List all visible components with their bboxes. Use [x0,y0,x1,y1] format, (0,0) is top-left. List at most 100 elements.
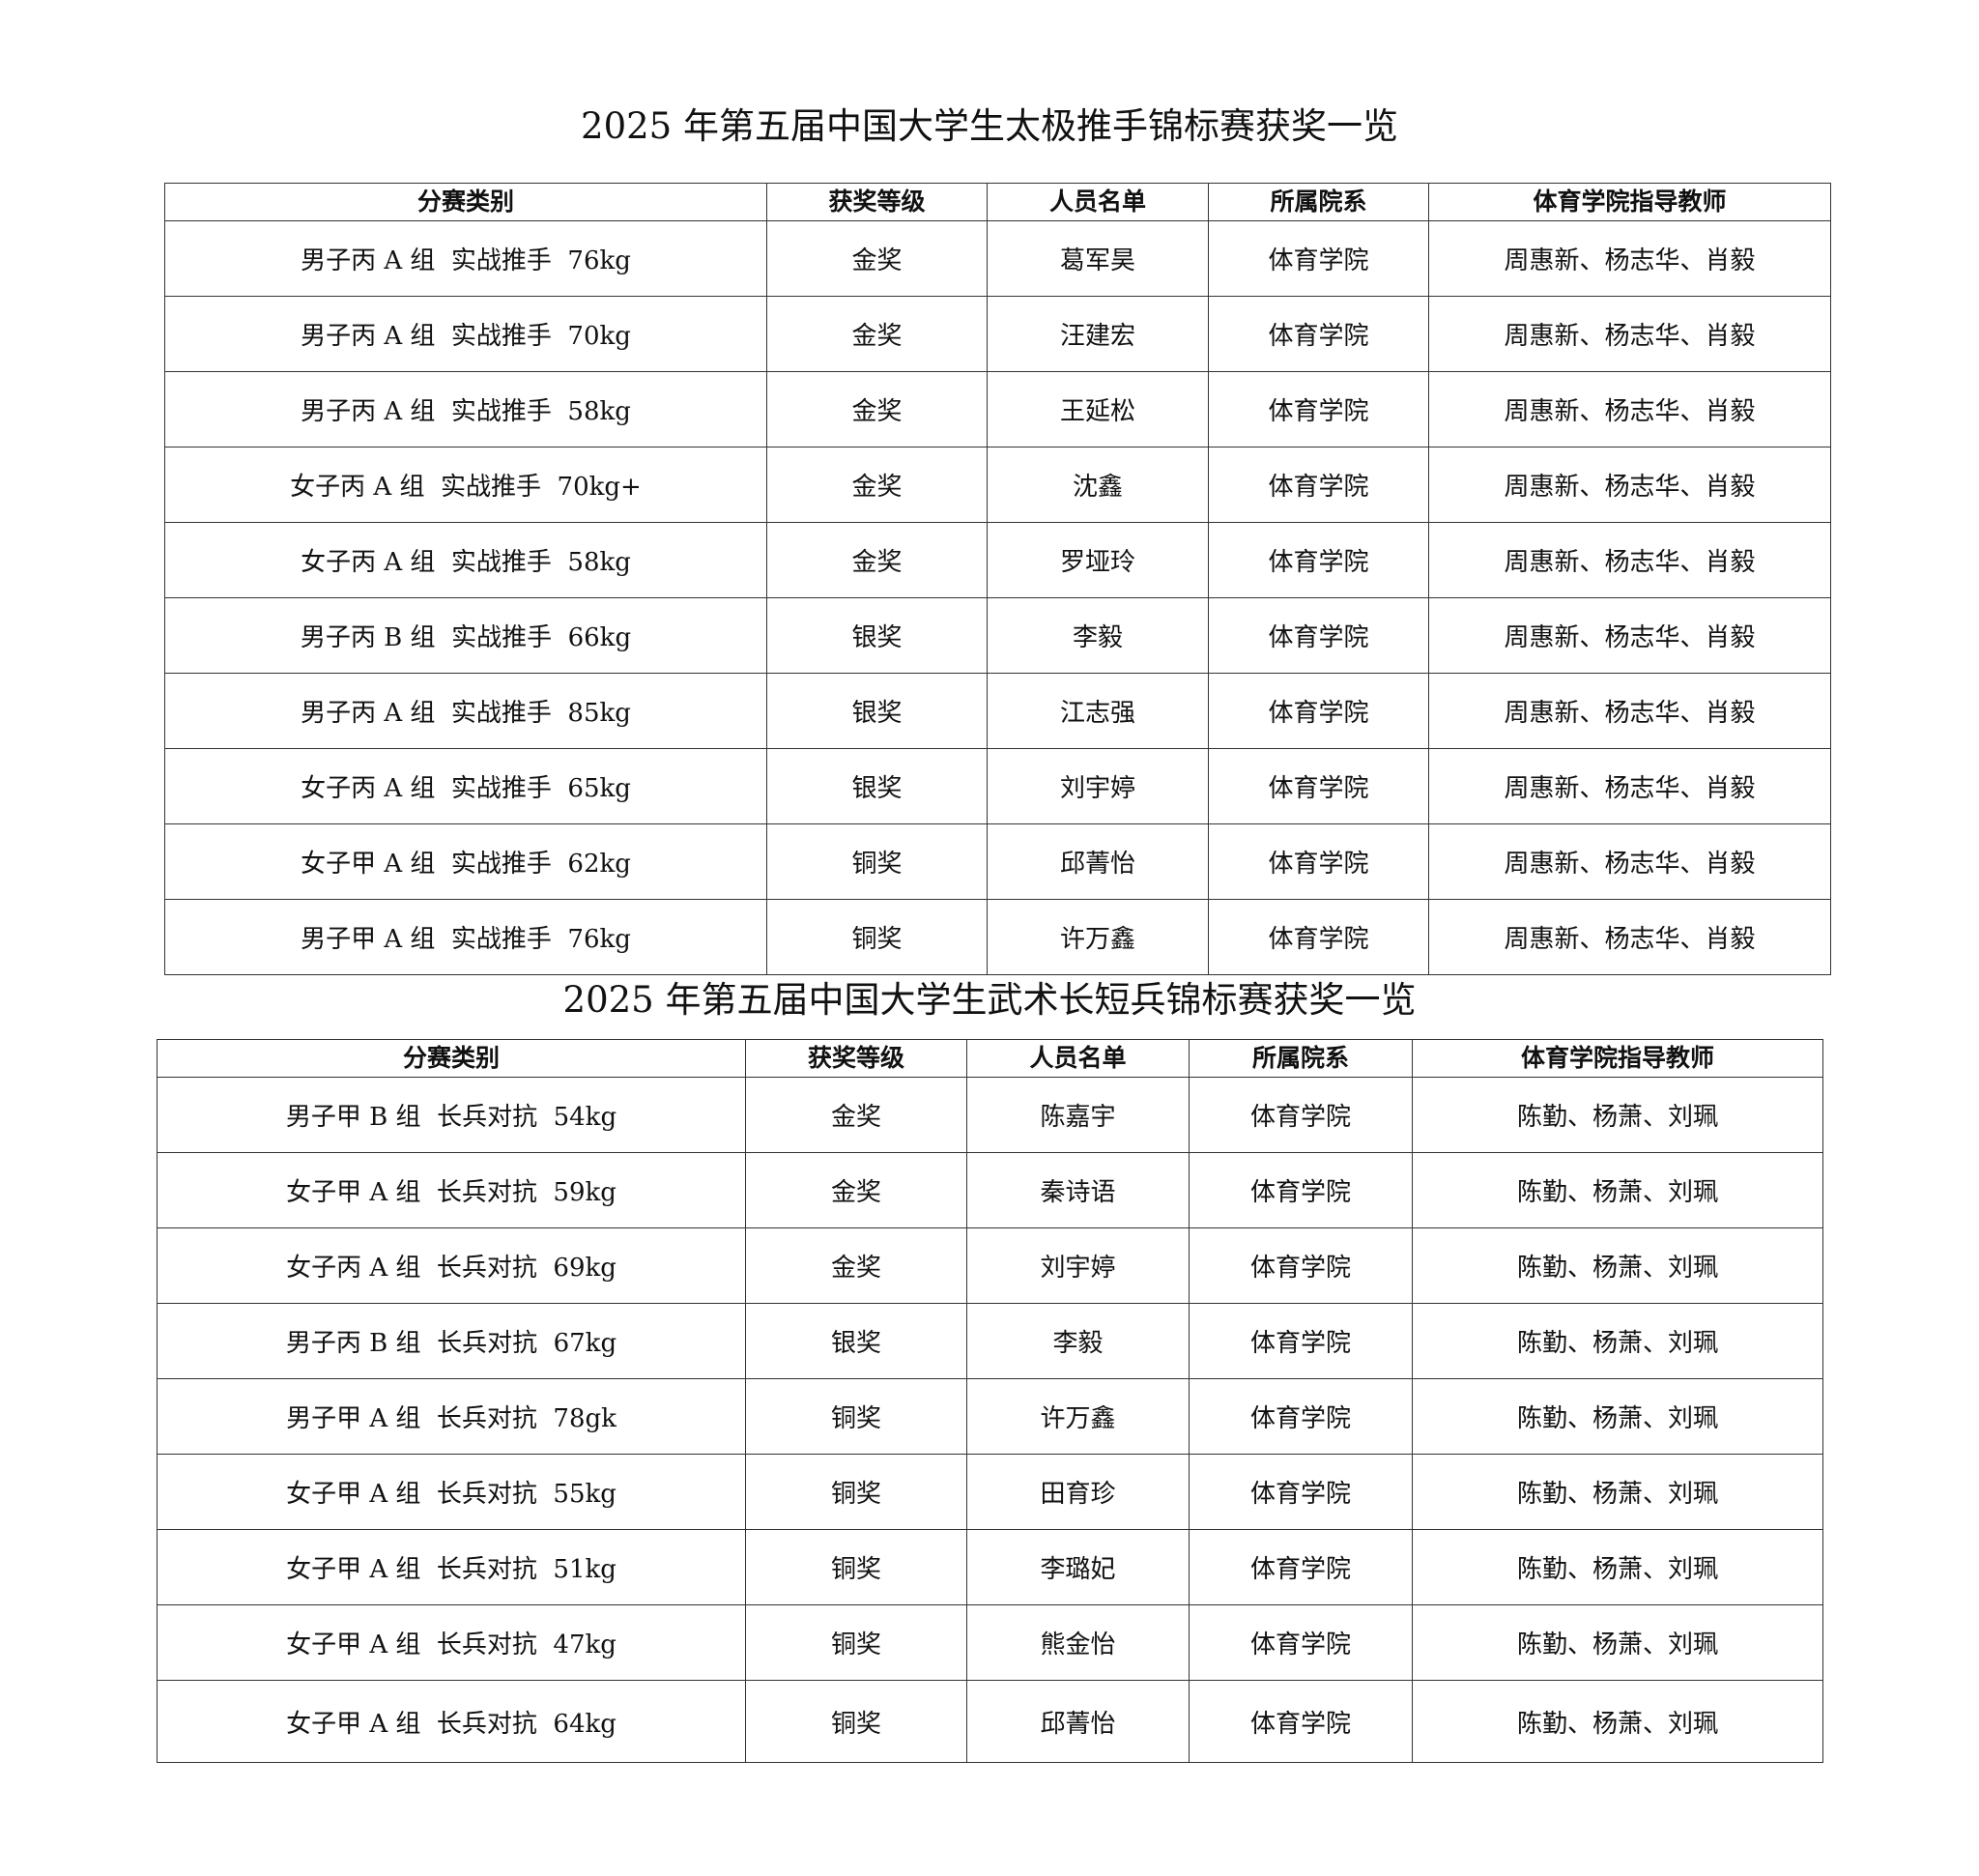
cell-instructors: 周惠新、杨志华、肖毅 [1428,447,1831,523]
cell-category: 男子甲 B 组 长兵对抗 54kg [157,1077,746,1153]
cell-name: 许万鑫 [966,1378,1190,1455]
header-award-level: 获奖等级 [766,183,988,221]
cell-department: 体育学院 [1189,1680,1413,1763]
cell-category: 男子丙 B 组 长兵对抗 67kg [157,1303,746,1379]
table-row: 女子丙 A 组 实战推手 65kg 银奖 刘宇婷 体育学院 周惠新、杨志华、肖毅 [164,748,1831,824]
cell-department: 体育学院 [1189,1604,1413,1681]
cell-name: 刘宇婷 [966,1227,1190,1304]
cell-instructors: 陈勤、杨萧、刘珮 [1412,1077,1823,1153]
cell-category: 男子丙 A 组 实战推手 76kg [164,220,767,297]
cell-department: 体育学院 [1208,220,1429,297]
table-row: 男子丙 A 组 实战推手 76kg 金奖 葛军昊 体育学院 周惠新、杨志华、肖毅 [164,220,1831,297]
header-instructors: 体育学院指导教师 [1428,183,1831,221]
cell-instructors: 陈勤、杨萧、刘珮 [1412,1604,1823,1681]
cell-category: 女子甲 A 组 长兵对抗 47kg [157,1604,746,1681]
cell-department: 体育学院 [1208,597,1429,674]
header-instructors: 体育学院指导教师 [1412,1039,1823,1078]
header-department: 所属院系 [1189,1039,1413,1078]
cell-instructors: 陈勤、杨萧、刘珮 [1412,1227,1823,1304]
cell-award-level: 金奖 [766,447,988,523]
cell-category: 女子甲 A 组 长兵对抗 51kg [157,1529,746,1605]
cell-award-level: 银奖 [766,673,988,749]
cell-name: 秦诗语 [966,1152,1190,1228]
cell-instructors: 周惠新、杨志华、肖毅 [1428,823,1831,900]
cell-award-level: 铜奖 [745,1454,967,1530]
cell-award-level: 金奖 [745,1152,967,1228]
cell-department: 体育学院 [1189,1378,1413,1455]
cell-name: 陈嘉宇 [966,1077,1190,1153]
cell-instructors: 周惠新、杨志华、肖毅 [1428,371,1831,447]
table-row: 女子丙 A 组 实战推手 58kg 金奖 罗垭玲 体育学院 周惠新、杨志华、肖毅 [164,522,1831,598]
cell-department: 体育学院 [1208,673,1429,749]
header-category: 分赛类别 [157,1039,746,1078]
table-1-title: 2025 年第五届中国大学生太极推手锦标赛获奖一览 [581,105,1398,147]
header-category: 分赛类别 [164,183,767,221]
cell-department: 体育学院 [1189,1454,1413,1530]
cell-award-level: 银奖 [766,597,988,674]
table-row: 女子甲 A 组 长兵对抗 51kg 铜奖 李璐妃 体育学院 陈勤、杨萧、刘珮 [157,1529,1823,1605]
cell-instructors: 周惠新、杨志华、肖毅 [1428,597,1831,674]
cell-department: 体育学院 [1208,447,1429,523]
cell-name: 李毅 [987,597,1209,674]
cell-award-level: 铜奖 [745,1604,967,1681]
cell-award-level: 银奖 [745,1303,967,1379]
header-award-level: 获奖等级 [745,1039,967,1078]
cell-name: 许万鑫 [987,899,1209,975]
cell-award-level: 铜奖 [766,899,988,975]
table-row: 女子甲 A 组 长兵对抗 59kg 金奖 秦诗语 体育学院 陈勤、杨萧、刘珮 [157,1152,1823,1228]
cell-category: 女子丙 A 组 长兵对抗 69kg [157,1227,746,1304]
cell-name: 田育珍 [966,1454,1190,1530]
cell-department: 体育学院 [1189,1227,1413,1304]
cell-department: 体育学院 [1189,1152,1413,1228]
cell-name: 熊金怡 [966,1604,1190,1681]
cell-instructors: 周惠新、杨志华、肖毅 [1428,899,1831,975]
cell-name: 李璐妃 [966,1529,1190,1605]
table-row: 男子丙 A 组 实战推手 70kg 金奖 汪建宏 体育学院 周惠新、杨志华、肖毅 [164,296,1831,372]
cell-award-level: 金奖 [745,1227,967,1304]
cell-category: 男子甲 A 组 长兵对抗 78gk [157,1378,746,1455]
cell-category: 男子丙 A 组 实战推手 70kg [164,296,767,372]
cell-department: 体育学院 [1208,296,1429,372]
cell-name: 沈鑫 [987,447,1209,523]
cell-award-level: 铜奖 [745,1378,967,1455]
cell-instructors: 陈勤、杨萧、刘珮 [1412,1454,1823,1530]
cell-department: 体育学院 [1208,823,1429,900]
table-row: 女子丙 A 组 实战推手 70kg+ 金奖 沈鑫 体育学院 周惠新、杨志华、肖毅 [164,447,1831,523]
cell-category: 女子甲 A 组 长兵对抗 59kg [157,1152,746,1228]
cell-name: 江志强 [987,673,1209,749]
cell-category: 男子丙 A 组 实战推手 58kg [164,371,767,447]
cell-category: 女子甲 A 组 实战推手 62kg [164,823,767,900]
cell-department: 体育学院 [1208,522,1429,598]
table-row: 男子丙 B 组 长兵对抗 67kg 银奖 李毅 体育学院 陈勤、杨萧、刘珮 [157,1303,1823,1379]
cell-name: 汪建宏 [987,296,1209,372]
cell-department: 体育学院 [1189,1303,1413,1379]
header-row: 分赛类别 获奖等级 人员名单 所属院系 体育学院指导教师 [157,1039,1823,1078]
cell-instructors: 周惠新、杨志华、肖毅 [1428,522,1831,598]
cell-category: 男子甲 A 组 实战推手 76kg [164,899,767,975]
cell-instructors: 陈勤、杨萧、刘珮 [1412,1303,1823,1379]
cell-department: 体育学院 [1208,371,1429,447]
cell-name: 刘宇婷 [987,748,1209,824]
table-row: 男子甲 A 组 长兵对抗 78gk 铜奖 许万鑫 体育学院 陈勤、杨萧、刘珮 [157,1378,1823,1455]
cell-instructors: 陈勤、杨萧、刘珮 [1412,1152,1823,1228]
header-row: 分赛类别 获奖等级 人员名单 所属院系 体育学院指导教师 [164,183,1831,221]
cell-instructors: 陈勤、杨萧、刘珮 [1412,1529,1823,1605]
cell-department: 体育学院 [1208,899,1429,975]
table-row: 男子丙 B 组 实战推手 66kg 银奖 李毅 体育学院 周惠新、杨志华、肖毅 [164,597,1831,674]
cell-name: 李毅 [966,1303,1190,1379]
cell-award-level: 铜奖 [745,1529,967,1605]
header-name: 人员名单 [987,183,1209,221]
cell-instructors: 陈勤、杨萧、刘珮 [1412,1378,1823,1455]
table-row: 女子甲 A 组 长兵对抗 64kg 铜奖 邱菁怡 体育学院 陈勤、杨萧、刘珮 [157,1680,1823,1763]
table-row: 女子甲 A 组 长兵对抗 55kg 铜奖 田育珍 体育学院 陈勤、杨萧、刘珮 [157,1454,1823,1530]
taiji-awards-table: 分赛类别 获奖等级 人员名单 所属院系 体育学院指导教师 男子丙 A 组 实战推手 76… [164,183,1831,975]
header-name: 人员名单 [966,1039,1190,1078]
cell-category: 女子甲 A 组 长兵对抗 55kg [157,1454,746,1530]
cell-award-level: 金奖 [745,1077,967,1153]
cell-name: 邱菁怡 [966,1680,1190,1763]
cell-name: 葛军昊 [987,220,1209,297]
header-department: 所属院系 [1208,183,1429,221]
table-row: 男子丙 A 组 实战推手 85kg 银奖 江志强 体育学院 周惠新、杨志华、肖毅 [164,673,1831,749]
cell-name: 邱菁怡 [987,823,1209,900]
cell-category: 女子丙 A 组 实战推手 65kg [164,748,767,824]
